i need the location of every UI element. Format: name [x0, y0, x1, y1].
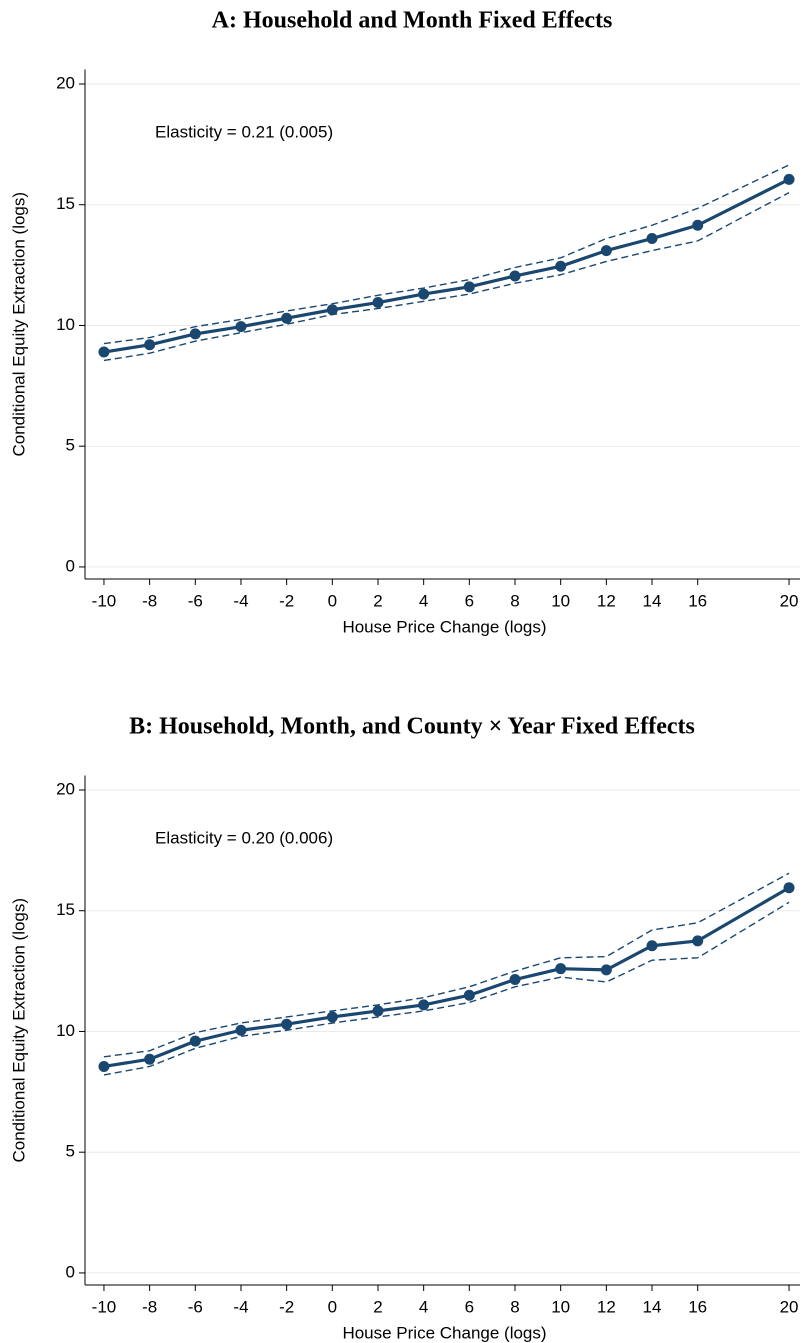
point — [463, 281, 475, 293]
point — [372, 297, 384, 309]
x-tick-label: -2 — [279, 591, 294, 610]
x-tick-label: 20 — [780, 1297, 799, 1316]
point — [235, 321, 247, 333]
point — [189, 328, 201, 340]
x-tick-label: 0 — [328, 1297, 337, 1316]
y-tick-label: 20 — [56, 779, 75, 798]
point — [98, 1060, 110, 1072]
x-tick-label: 16 — [688, 591, 707, 610]
x-tick-label: 14 — [643, 1297, 662, 1316]
point — [326, 304, 338, 316]
y-tick-label: 10 — [56, 1021, 75, 1040]
y-tick-label: 5 — [66, 436, 75, 455]
y-tick-label: 0 — [66, 1262, 75, 1281]
y-axis-label: Conditional Equity Extraction (logs) — [9, 898, 28, 1163]
y-tick-label: 10 — [56, 315, 75, 334]
x-tick-label: -8 — [142, 591, 157, 610]
chart-panel: A: Household and Month Fixed Effects 0 5 10… — [9, 8, 800, 636]
annotation: Elasticity = 0.21 (0.005) — [155, 122, 333, 141]
y-tick-label: 15 — [56, 194, 75, 213]
x-tick-label: 2 — [373, 1297, 382, 1316]
chart-panel: B: Household, Month, and County × Year F… — [9, 714, 800, 1342]
x-axis-label: House Price Change (logs) — [342, 617, 546, 636]
x-tick-label: 2 — [373, 591, 382, 610]
estimate-line — [103, 886, 790, 1069]
point — [418, 999, 430, 1011]
x-tick-label: 14 — [643, 591, 662, 610]
y-tick-label: 0 — [66, 556, 75, 575]
x-axis-label: House Price Change (logs) — [342, 1323, 546, 1342]
x-tick-label: -6 — [188, 1297, 203, 1316]
y-axis-label: Conditional Equity Extraction (logs) — [9, 192, 28, 457]
ci-line — [103, 192, 790, 362]
ci-line — [103, 164, 790, 345]
point — [555, 963, 567, 975]
y-tick-label: 15 — [56, 900, 75, 919]
estimate-line — [103, 177, 790, 354]
point — [555, 260, 567, 272]
point — [144, 339, 156, 351]
x-tick-label: 12 — [597, 1297, 616, 1316]
x-tick-label: 4 — [419, 1297, 428, 1316]
point — [600, 964, 612, 976]
x-tick-label: -4 — [233, 1297, 248, 1316]
x-tick-label: 6 — [465, 591, 474, 610]
point — [646, 233, 658, 245]
annotation: Elasticity = 0.20 (0.006) — [155, 828, 333, 847]
x-tick-label: 0 — [328, 591, 337, 610]
point — [509, 270, 521, 282]
x-tick-label: -4 — [233, 591, 248, 610]
x-tick-label: 16 — [688, 1297, 707, 1316]
x-tick-label: -10 — [92, 1297, 117, 1316]
y-tick-label: 5 — [66, 1142, 75, 1161]
point — [418, 288, 430, 300]
point — [281, 312, 293, 324]
x-tick-label: 8 — [510, 591, 519, 610]
x-tick-label: -6 — [188, 591, 203, 610]
point — [463, 989, 475, 1001]
point — [692, 219, 704, 231]
point — [98, 346, 110, 358]
x-tick-label: -8 — [142, 1297, 157, 1316]
point — [509, 974, 521, 986]
x-tick-label: 4 — [419, 591, 428, 610]
point — [783, 173, 795, 185]
point — [144, 1053, 156, 1065]
point — [326, 1011, 338, 1023]
x-tick-label: 10 — [551, 591, 570, 610]
point — [646, 940, 658, 952]
point — [600, 245, 612, 257]
ci-line — [103, 901, 790, 1076]
x-tick-label: 20 — [780, 591, 799, 610]
point — [692, 935, 704, 947]
x-tick-label: 12 — [597, 591, 616, 610]
point — [783, 882, 795, 894]
point — [235, 1024, 247, 1036]
x-tick-label: 6 — [465, 1297, 474, 1316]
chart-title: A: Household and Month Fixed Effects — [212, 8, 613, 34]
chart-title: B: Household, Month, and County × Year F… — [129, 714, 695, 740]
point — [372, 1005, 384, 1017]
x-tick-label: -10 — [92, 591, 117, 610]
y-tick-label: 20 — [56, 73, 75, 92]
x-tick-label: 10 — [551, 1297, 570, 1316]
point — [281, 1018, 293, 1030]
ci-line — [103, 872, 790, 1058]
x-tick-label: 8 — [510, 1297, 519, 1316]
point — [189, 1035, 201, 1047]
x-tick-label: -2 — [279, 1297, 294, 1316]
